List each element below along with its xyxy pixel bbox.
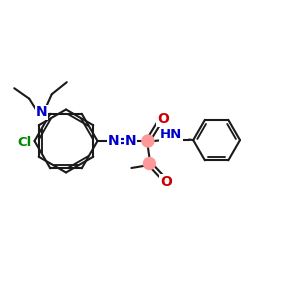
Circle shape	[143, 158, 155, 169]
Text: O: O	[157, 112, 169, 126]
Text: O: O	[160, 175, 172, 188]
Text: Cl: Cl	[17, 136, 31, 149]
Text: N: N	[125, 134, 136, 148]
Circle shape	[142, 135, 154, 147]
Text: N: N	[108, 134, 120, 148]
Text: HN: HN	[160, 128, 182, 142]
Text: N: N	[35, 105, 47, 119]
